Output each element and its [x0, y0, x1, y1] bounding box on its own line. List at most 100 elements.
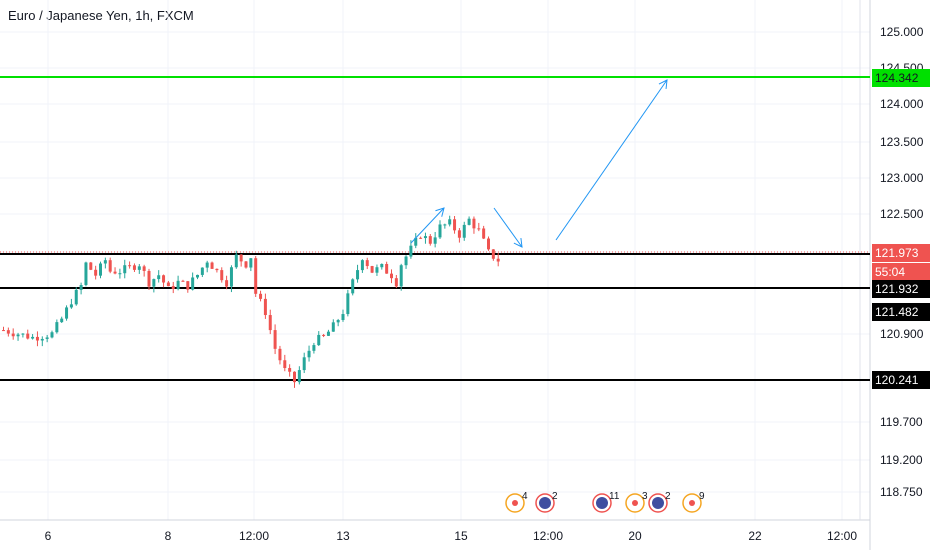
candle-body [35, 336, 39, 341]
candle-body [482, 228, 486, 239]
candle-body [234, 254, 238, 268]
candle-body [191, 277, 195, 290]
time-tick-label: 12:00 [827, 529, 857, 543]
candle-body [94, 269, 98, 276]
down-arrow[interactable] [493, 207, 523, 248]
candle-body [147, 270, 151, 287]
candle-body [297, 370, 301, 383]
event-count: 11 [609, 491, 620, 502]
candle-body [399, 265, 403, 287]
candle-body [239, 254, 243, 262]
up-arrow-short-head [435, 207, 445, 217]
price-tag: 124.342 [872, 69, 930, 87]
candle-body [166, 282, 170, 287]
candle-body [419, 237, 423, 239]
candle-body [457, 230, 461, 238]
candle-body [152, 279, 156, 287]
candle-body [60, 318, 64, 323]
candle-body [317, 334, 321, 346]
candle-body [390, 273, 393, 279]
up-arrow-long[interactable] [555, 79, 668, 241]
time-tick-label: 22 [748, 529, 762, 543]
candle-body [414, 237, 418, 246]
candle-body [283, 360, 287, 369]
candle-body [79, 285, 83, 290]
candle-body [103, 260, 107, 264]
price-tag: 121.932 [872, 280, 930, 298]
candle-body [360, 260, 364, 271]
candle-body [132, 265, 136, 270]
event-dot [652, 497, 664, 509]
time-tick-label: 12:00 [533, 529, 563, 543]
time-tick-label: 8 [165, 529, 172, 543]
candle-body [346, 293, 350, 315]
candle-body [385, 263, 389, 274]
time-tick-label: 12:00 [239, 529, 269, 543]
candle-body [293, 371, 296, 383]
candle-body [370, 266, 374, 273]
candle-body [108, 260, 112, 272]
event-count: 9 [699, 491, 705, 502]
event-count: 3 [642, 491, 648, 502]
candle-body [45, 337, 49, 339]
price-tag: 55:04 [872, 263, 930, 281]
candle-body [205, 262, 209, 268]
candle-body [2, 330, 5, 332]
candle-body [200, 267, 204, 275]
event-count: 2 [552, 491, 558, 502]
candle-body [326, 331, 330, 336]
up-arrow-long-head [658, 79, 668, 90]
candle-body [477, 228, 481, 230]
chart-title: Euro / Japanese Yen, 1h, FXCM [8, 8, 194, 23]
candle-body [375, 267, 379, 273]
candle-body [21, 333, 25, 335]
candle-body [307, 350, 311, 358]
candle-body [302, 357, 306, 371]
candle-body [65, 307, 69, 319]
candle-body [322, 334, 326, 336]
candle-body [171, 286, 175, 289]
time-tick-label: 13 [336, 529, 350, 543]
candle-body [356, 270, 360, 280]
candle-body [225, 280, 229, 287]
price-tick-label: 124.000 [880, 97, 924, 111]
candle-body [273, 330, 277, 349]
candle-body [142, 266, 146, 271]
candle-body [428, 236, 432, 244]
candle-body [263, 298, 267, 316]
candle-body [99, 263, 102, 276]
candle-body [176, 280, 180, 289]
candle-body [433, 237, 437, 244]
price-tick-label: 122.500 [880, 207, 924, 221]
event-dot [596, 497, 608, 509]
candle-body [453, 219, 457, 231]
candle-body [404, 256, 408, 266]
candle-body [438, 224, 442, 238]
candle-body [16, 334, 20, 337]
candle-body [443, 224, 447, 226]
candle-body [157, 275, 161, 280]
candle-body [118, 273, 122, 275]
candle-body [467, 218, 471, 225]
candle-body [472, 218, 476, 229]
price-tick-label: 123.000 [880, 171, 924, 185]
candle-body [6, 330, 10, 334]
candle-body [365, 260, 369, 267]
event-count: 4 [522, 491, 528, 502]
candle-body [26, 333, 30, 339]
candle-body [380, 263, 384, 268]
candle-body [162, 275, 166, 283]
price-tag: 121.973 [872, 244, 930, 262]
up-arrow-short[interactable] [410, 207, 445, 244]
candle-body [351, 279, 355, 294]
candle-body [113, 271, 117, 274]
event-dot [689, 500, 695, 506]
time-tick-label: 20 [628, 529, 642, 543]
candle-body [181, 280, 185, 282]
price-tick-label: 119.700 [880, 415, 923, 429]
candle-body [31, 336, 35, 339]
candle-body [196, 274, 199, 278]
event-dot [512, 500, 518, 506]
candle-body [448, 219, 452, 225]
